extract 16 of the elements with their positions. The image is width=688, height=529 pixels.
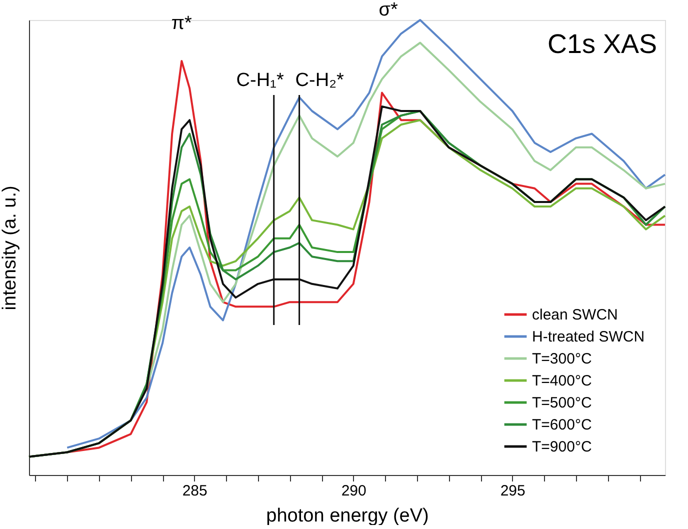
ref-line-label: C-H₂* bbox=[295, 70, 344, 91]
legend-label: T=400°C bbox=[532, 372, 592, 390]
x-tick-label: 290 bbox=[341, 482, 366, 500]
legend-label: T=300°C bbox=[532, 350, 592, 368]
annotation: σ* bbox=[378, 0, 399, 20]
legend-label: T=600°C bbox=[532, 416, 592, 434]
y-axis-title: intensity (a. u.) bbox=[0, 186, 20, 310]
legend-label: T=500°C bbox=[532, 394, 592, 412]
annotation: C1s XAS bbox=[547, 29, 657, 59]
x-tick-label: 285 bbox=[182, 482, 208, 500]
legend-label: H-treated SWCN bbox=[532, 328, 645, 346]
ref-line-label: C-H₁* bbox=[236, 70, 284, 91]
legend-label: clean SWCN bbox=[532, 306, 618, 324]
x-tick-label: 295 bbox=[500, 482, 526, 500]
legend-label: T=900°C bbox=[532, 438, 592, 456]
annotation: π* bbox=[171, 12, 192, 34]
